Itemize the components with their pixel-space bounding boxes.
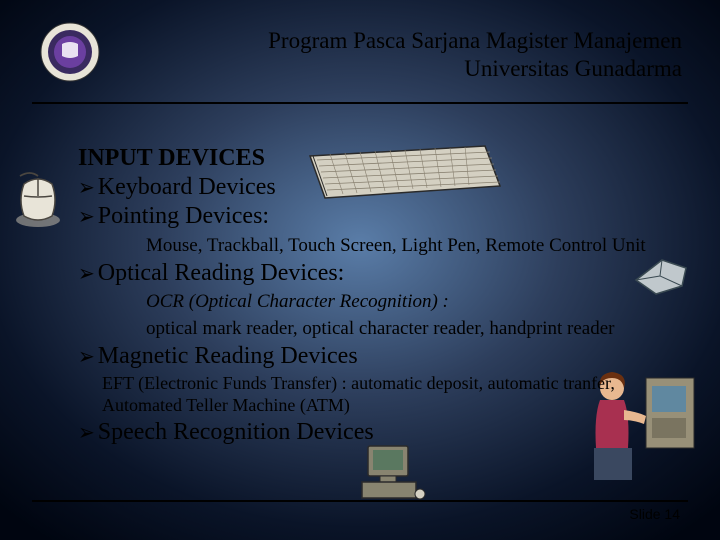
- bullet-optical-sub1: OCR (Optical Character Recognition) :: [146, 291, 693, 313]
- bullet-label: Magnetic Reading Devices: [98, 343, 358, 370]
- bullet-label: Pointing Devices:: [98, 203, 269, 230]
- header-line-2: Universitas Gunadarma: [0, 56, 682, 82]
- bullet-magnetic-sub: EFT (Electronic Funds Transfer) : automa…: [102, 372, 693, 417]
- arrow-icon: ➢: [78, 418, 95, 447]
- arrow-icon: ➢: [78, 259, 95, 288]
- bullet-keyboard: ➢ Keyboard Devices: [78, 174, 693, 201]
- computer-icon: [358, 442, 428, 502]
- arrow-icon: ➢: [78, 202, 95, 231]
- bottom-divider: [32, 500, 688, 502]
- bullet-magnetic: ➢ Magnetic Reading Devices: [78, 343, 693, 370]
- bullet-optical: ➢ Optical Reading Devices:: [78, 260, 693, 287]
- content-title: INPUT DEVICES: [78, 145, 693, 172]
- top-divider: [32, 102, 688, 104]
- bullet-pointing: ➢ Pointing Devices:: [78, 203, 693, 230]
- bullet-pointing-sub: Mouse, Trackball, Touch Screen, Light Pe…: [146, 234, 693, 258]
- slide-header: Program Pasca Sarjana Magister Manajemen…: [0, 28, 720, 82]
- slide-content: INPUT DEVICES ➢ Keyboard Devices ➢ Point…: [78, 145, 693, 446]
- bullet-label: Keyboard Devices: [98, 174, 276, 201]
- arrow-icon: ➢: [78, 173, 95, 202]
- bullet-label: Speech Recognition Devices: [98, 419, 374, 446]
- mouse-icon: [10, 172, 66, 230]
- bullet-optical-sub2: optical mark reader, optical character r…: [146, 317, 693, 341]
- bullet-label: Optical Reading Devices:: [98, 260, 345, 287]
- bullet-speech: ➢ Speech Recognition Devices: [78, 419, 693, 446]
- arrow-icon: ➢: [78, 342, 95, 371]
- header-line-1: Program Pasca Sarjana Magister Manajemen: [0, 28, 682, 54]
- slide-number: Slide 14: [629, 506, 680, 522]
